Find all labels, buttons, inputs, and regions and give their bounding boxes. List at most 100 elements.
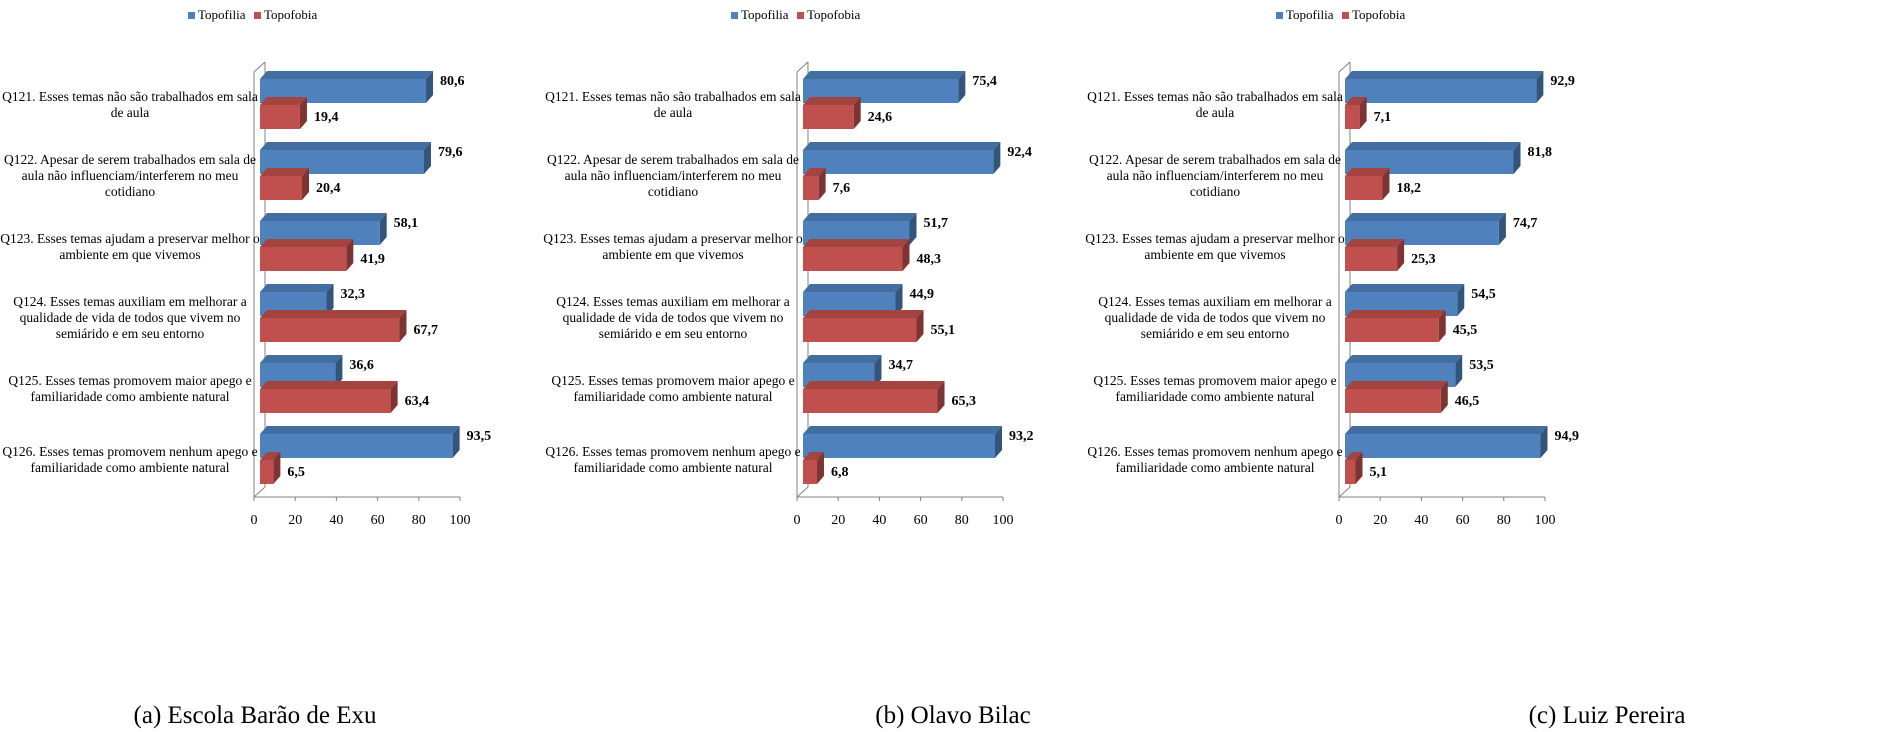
bar-top-topofilia (803, 284, 903, 292)
bar-top-topofilia (803, 213, 917, 221)
bar-side-topofilia (909, 213, 917, 245)
data-label-topofilia: 93,2 (1009, 429, 1033, 444)
bar-side-topofobia (818, 168, 826, 200)
bar-top-topofilia (1345, 426, 1548, 434)
bar-top-topofilia (260, 71, 434, 79)
bar-side-topofobia (390, 381, 398, 413)
data-label-topofilia: 92,9 (1550, 74, 1575, 89)
bar-topofobia (803, 105, 854, 129)
x-tick-label: 60 (1456, 513, 1470, 528)
axis-wall-top-diag (796, 61, 809, 73)
category-label: Q123. Esses temas ajudam a preservar mel… (1085, 231, 1345, 246)
data-label-topofobia: 6,8 (831, 465, 849, 480)
category-label: familiaridade como ambiente natural (1115, 460, 1314, 475)
caption-a: (a) Escola Barão de Exu (133, 702, 377, 729)
category-label: Q124. Esses temas auxiliam em melhorar a (13, 294, 247, 309)
bar-side-topofobia (346, 239, 354, 271)
bar-side-topofilia (452, 426, 460, 458)
data-label-topofilia: 79,6 (438, 145, 463, 160)
bar-side-topofobia (916, 310, 924, 342)
x-tick-label: 0 (794, 513, 801, 528)
category-label: familiaridade como ambiente natural (30, 460, 229, 475)
category-label: de aula (111, 105, 150, 120)
axis-wall-top-diag (1338, 61, 1351, 73)
bar-top-topofobia (260, 97, 307, 105)
legend-swatch-topofobia (1342, 12, 1349, 19)
data-label-topofilia: 51,7 (924, 216, 949, 231)
bar-topofilia (1345, 79, 1537, 103)
bar-side-topofobia (299, 97, 307, 129)
category-label: cotidiano (1190, 184, 1240, 199)
bar-top-topofobia (803, 239, 910, 247)
data-label-topofilia: 54,5 (1471, 287, 1496, 302)
bar-top-topofobia (1345, 381, 1448, 389)
category-label: semiárido e em seu entorno (1141, 326, 1290, 341)
axis-floor-diag (253, 486, 266, 498)
bar-side-topofilia (1498, 213, 1506, 245)
bar-topofobia (803, 389, 938, 413)
legend-swatch-topofobia (797, 12, 804, 19)
bar-side-topofilia (874, 355, 882, 387)
caption-c: (c) Luiz Pereira (1528, 702, 1686, 729)
bar-side-topofilia (895, 284, 903, 316)
bar-top-topofobia (803, 97, 861, 105)
bar-side-topofilia (1513, 142, 1521, 174)
data-label-topofobia: 5,1 (1370, 465, 1388, 480)
bar-top-topofilia (1345, 284, 1465, 292)
bar-top-topofilia (260, 213, 387, 221)
x-tick-label: 80 (1497, 513, 1511, 528)
category-label: de aula (1196, 105, 1235, 120)
bar-side-topofobia (1397, 239, 1405, 271)
chart-panel-1: Topofilia Topofobia 0 20 40 60 80 100 Q121. Esse… (543, 7, 1033, 528)
bar-top-topofilia (1345, 213, 1506, 221)
bar-top-topofilia (1345, 355, 1463, 363)
x-tick-label: 0 (1336, 513, 1343, 528)
data-label-topofilia: 92,4 (1007, 145, 1032, 160)
bar-side-topofobia (399, 310, 407, 342)
data-label-topofilia: 74,7 (1513, 216, 1538, 231)
category-label: Q125. Esses temas promovem maior apego e (551, 373, 794, 388)
x-tick-label: 60 (914, 513, 928, 528)
axis-wall-top-diag (253, 61, 266, 73)
bar-top-topofobia (260, 239, 354, 247)
bar-topofobia (1345, 460, 1356, 484)
data-label-topofilia: 34,7 (888, 358, 913, 373)
bar-top-topofobia (803, 310, 924, 318)
bar-side-topofobia (273, 452, 281, 484)
category-label: cotidiano (648, 184, 698, 199)
data-label-topofilia: 94,9 (1554, 429, 1579, 444)
data-label-topofilia: 53,5 (1469, 358, 1494, 373)
bar-topofobia (1345, 105, 1360, 129)
bar-side-topofilia (993, 142, 1001, 174)
data-label-topofilia: 36,6 (349, 358, 374, 373)
bar-topofobia (260, 318, 400, 342)
data-label-topofilia: 75,4 (972, 74, 997, 89)
bar-topofobia (803, 247, 903, 271)
data-label-topofobia: 45,5 (1453, 323, 1478, 338)
data-label-topofilia: 44,9 (909, 287, 934, 302)
bar-topofilia (803, 150, 994, 174)
bar-side-topofilia (1536, 71, 1544, 103)
legend-swatch-topofilia (731, 12, 738, 19)
x-tick-label: 100 (1535, 513, 1556, 528)
bar-side-topofobia (1355, 452, 1363, 484)
bar-side-topofilia (1457, 284, 1465, 316)
category-label: aula não influenciam/interferem no meu (22, 168, 239, 183)
bar-top-topofilia (260, 426, 460, 434)
bar-topofobia (260, 389, 391, 413)
data-label-topofobia: 18,2 (1396, 181, 1421, 196)
bar-top-topofilia (260, 142, 431, 150)
bar-top-topofilia (260, 355, 343, 363)
data-label-topofobia: 20,4 (316, 181, 341, 196)
category-label: Q122. Apesar de serem trabalhados em sal… (1089, 152, 1341, 167)
x-tick-label: 40 (329, 513, 343, 528)
legend-label-topofilia: Topofilia (1286, 7, 1334, 22)
bar-topofobia (803, 176, 819, 200)
bar-top-topofobia (260, 381, 398, 389)
category-label: qualidade de vida de todos que vivem no (563, 310, 784, 325)
chart-panel-0: Topofilia Topofobia 0 20 40 60 80 100 Q121. Esse… (0, 7, 491, 528)
bar-topofobia (1345, 247, 1398, 271)
category-label: Q125. Esses temas promovem maior apego e (1093, 373, 1336, 388)
category-label: Q122. Apesar de serem trabalhados em sal… (547, 152, 799, 167)
category-label: Q123. Esses temas ajudam a preservar mel… (0, 231, 260, 246)
